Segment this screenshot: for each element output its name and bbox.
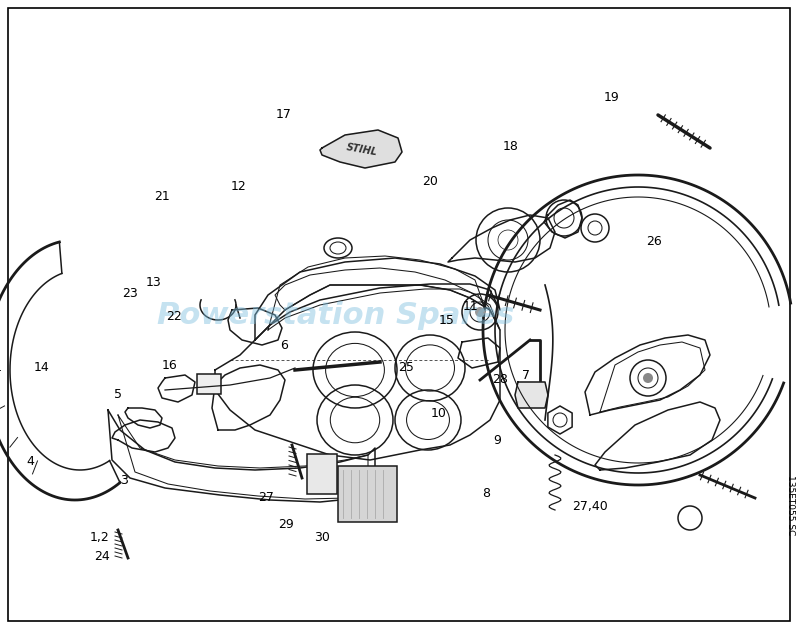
Circle shape [643, 373, 653, 383]
Text: 27: 27 [258, 491, 274, 504]
Text: 4: 4 [26, 456, 34, 468]
FancyBboxPatch shape [307, 454, 337, 494]
Text: 135ET055 SC: 135ET055 SC [786, 475, 794, 535]
Text: STIHL: STIHL [346, 143, 378, 158]
FancyBboxPatch shape [338, 466, 397, 522]
Text: 27,40: 27,40 [573, 500, 608, 512]
Text: 23: 23 [122, 287, 138, 300]
Text: Powerstation Spares: Powerstation Spares [158, 301, 514, 330]
Text: 10: 10 [430, 407, 446, 420]
Text: 11: 11 [462, 300, 478, 312]
Text: 17: 17 [276, 109, 292, 121]
Text: 15: 15 [438, 314, 454, 327]
Text: 18: 18 [502, 140, 518, 153]
Text: 26: 26 [646, 235, 662, 247]
Text: 13: 13 [146, 276, 162, 289]
Circle shape [475, 307, 485, 317]
Text: 22: 22 [166, 310, 182, 323]
Text: 9: 9 [494, 434, 502, 447]
Text: 25: 25 [398, 361, 414, 374]
Text: 29: 29 [278, 519, 294, 531]
Text: 24: 24 [94, 550, 110, 563]
Text: 5: 5 [114, 388, 122, 401]
Text: 6: 6 [280, 339, 288, 352]
Text: 28: 28 [492, 374, 508, 386]
Text: 30: 30 [314, 531, 330, 544]
Text: 19: 19 [604, 91, 620, 104]
FancyBboxPatch shape [197, 374, 221, 394]
Text: 21: 21 [154, 191, 170, 203]
Polygon shape [320, 130, 402, 168]
Text: 7: 7 [522, 369, 530, 382]
Text: 3: 3 [120, 475, 128, 487]
Text: 14: 14 [34, 361, 50, 374]
Text: 12: 12 [230, 180, 246, 192]
Text: 8: 8 [482, 487, 490, 500]
Text: 16: 16 [162, 360, 178, 372]
Polygon shape [515, 382, 548, 408]
Text: 1,2: 1,2 [90, 531, 110, 544]
Text: 20: 20 [422, 175, 438, 188]
